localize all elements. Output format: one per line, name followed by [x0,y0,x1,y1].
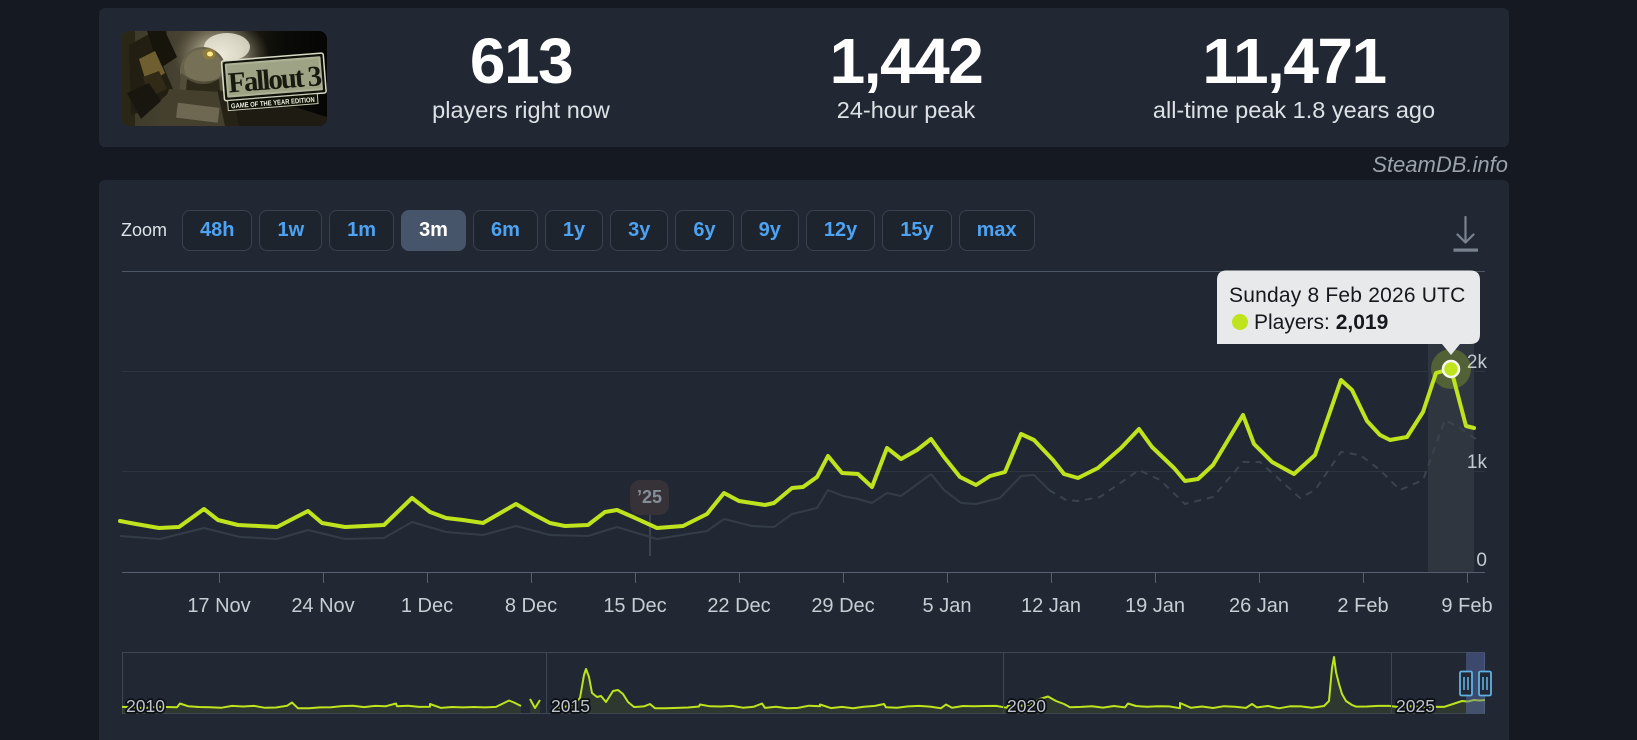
svg-text:19 Jan: 19 Jan [1125,595,1185,617]
svg-text:’25: ’25 [637,487,662,507]
svg-text:2025: 2025 [1396,696,1435,716]
svg-text:Sunday 8 Feb 2026 UTC: Sunday 8 Feb 2026 UTC [1229,284,1466,307]
svg-text:2 Feb: 2 Feb [1337,595,1388,617]
svg-text:2020: 2020 [1007,696,1046,716]
svg-text:15 Dec: 15 Dec [603,595,666,617]
svg-text:17 Nov: 17 Nov [187,595,250,617]
svg-text:1 Dec: 1 Dec [401,595,453,617]
svg-text:2015: 2015 [551,696,590,716]
svg-text:0: 0 [1476,550,1487,571]
svg-text:12 Jan: 12 Jan [1021,595,1081,617]
svg-text:Fallout 3: Fallout 3 [227,60,323,99]
svg-text:1k: 1k [1467,452,1488,473]
svg-text:24 Nov: 24 Nov [291,595,354,617]
svg-text:29 Dec: 29 Dec [811,595,874,617]
svg-text:22 Dec: 22 Dec [707,595,770,617]
svg-text:Players: 2,019: Players: 2,019 [1254,311,1388,334]
svg-text:8 Dec: 8 Dec [505,595,557,617]
svg-text:26 Jan: 26 Jan [1229,595,1289,617]
svg-text:9 Feb: 9 Feb [1441,595,1492,617]
svg-text:5 Jan: 5 Jan [923,595,972,617]
svg-text:2010: 2010 [126,696,165,716]
svg-text:2k: 2k [1467,352,1488,373]
